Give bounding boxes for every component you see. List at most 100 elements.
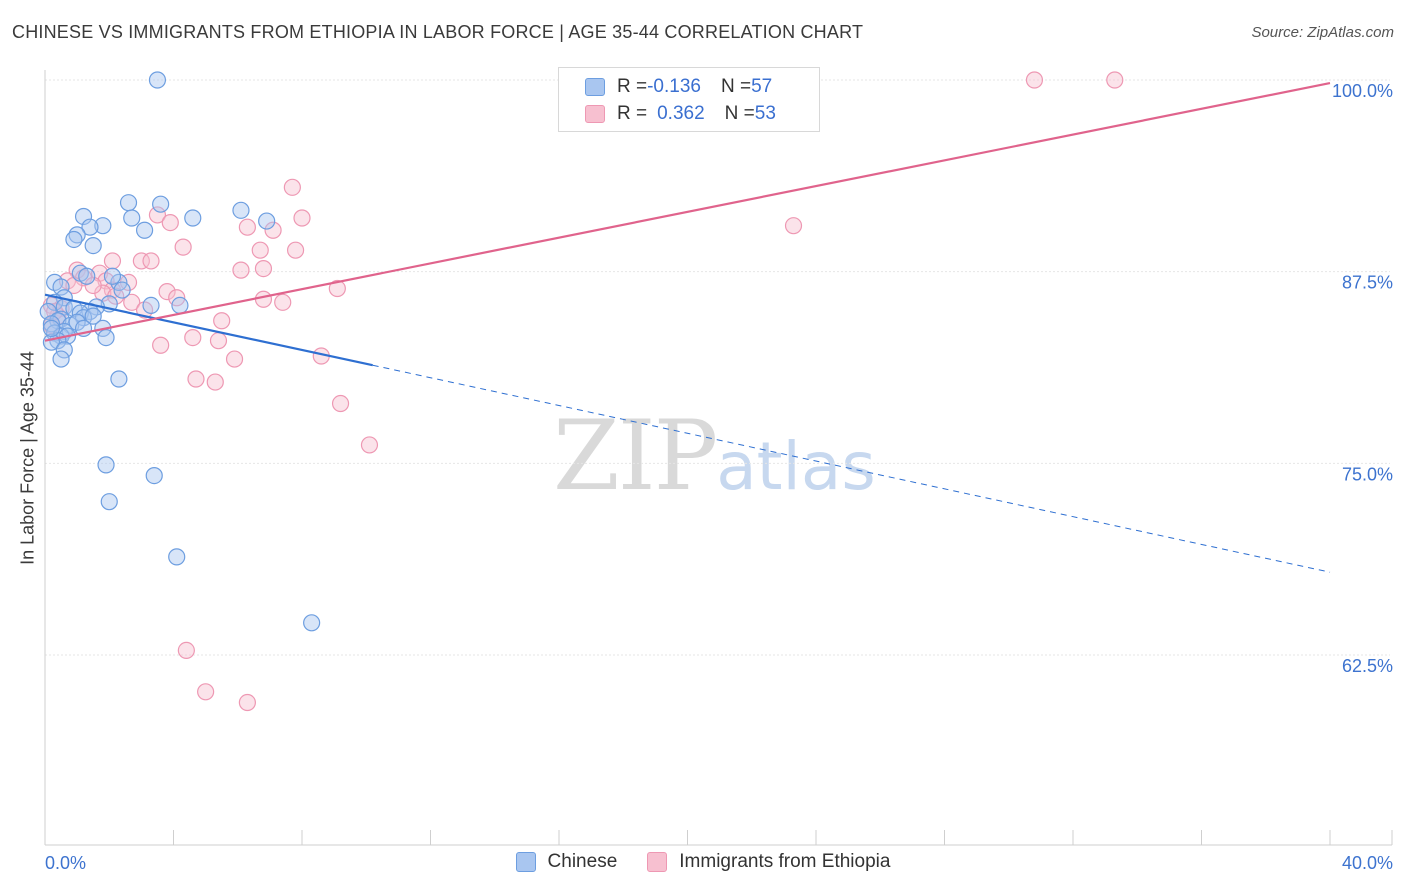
data-point-chinese: [103, 267, 122, 285]
data-point-chinese: [42, 319, 61, 337]
data-point-ethiopia: [123, 293, 141, 311]
trend-line-chinese-extension: [372, 364, 1331, 573]
watermark: ZIPatlas: [553, 400, 876, 512]
y-tick-label: 100.0%: [1332, 81, 1393, 101]
data-point-ethiopia: [331, 394, 350, 413]
legend-item-ethiopia[interactable]: Immigrants from Ethiopia: [647, 851, 890, 873]
y-tick-label: 75.0%: [1342, 464, 1393, 484]
chart-title: CHINESE VS IMMIGRANTS FROM ETHIOPIA IN L…: [12, 22, 864, 42]
data-point-chinese: [258, 212, 276, 230]
legend-n-label: N =: [724, 103, 755, 124]
data-point-ethiopia: [158, 283, 176, 301]
data-point-chinese: [74, 207, 93, 226]
data-point-ethiopia: [213, 312, 231, 330]
grid-lines: [45, 79, 1390, 656]
data-point-chinese: [81, 218, 99, 236]
data-point-ethiopia: [174, 238, 192, 256]
data-point-ethiopia: [232, 261, 250, 279]
data-point-chinese: [94, 217, 112, 235]
data-point-ethiopia: [328, 279, 346, 298]
legend-n-value-chinese: 57: [751, 76, 773, 97]
series-chinese-points: [39, 71, 321, 632]
data-point-chinese: [65, 230, 83, 249]
data-point-ethiopia: [103, 252, 122, 270]
data-point-chinese: [84, 237, 102, 255]
series-ethiopia-points: [42, 71, 1124, 712]
data-point-ethiopia: [293, 209, 311, 227]
legend-row-ethiopia: R = 0.362 N = 53: [585, 101, 776, 127]
stats-legend: R = -0.136 N = 57 R = 0.362 N = 53: [558, 67, 820, 132]
legend-label-ethiopia: Immigrants from Ethiopia: [679, 851, 891, 872]
data-point-chinese: [135, 221, 154, 239]
series-legend: Chinese Immigrants from Ethiopia: [0, 851, 1406, 873]
data-point-chinese: [148, 71, 167, 89]
data-point-ethiopia: [238, 218, 256, 236]
legend-row-chinese: R = -0.136 N = 57: [585, 74, 772, 100]
legend-swatch-chinese: [515, 852, 536, 872]
data-point-chinese: [113, 281, 131, 299]
x-tick-label: 40.0%: [1342, 853, 1393, 873]
data-point-ethiopia: [784, 217, 803, 235]
data-point-ethiopia: [161, 214, 179, 232]
data-point-ethiopia: [187, 370, 205, 388]
data-point-chinese: [97, 456, 115, 474]
trend-lines: [44, 81, 1331, 573]
data-point-chinese: [97, 329, 115, 347]
legend-swatch-chinese: [585, 78, 605, 96]
data-point-chinese: [42, 315, 61, 333]
data-point-chinese: [110, 370, 128, 388]
data-point-ethiopia: [177, 641, 195, 660]
data-point-ethiopia: [1025, 71, 1044, 89]
data-point-ethiopia: [251, 241, 269, 259]
data-point-ethiopia: [238, 693, 256, 712]
watermark-zip: ZIP: [553, 400, 718, 512]
data-point-chinese: [184, 209, 202, 227]
data-point-chinese: [123, 209, 141, 227]
data-point-ethiopia: [360, 436, 379, 454]
legend-label-chinese: Chinese: [547, 851, 618, 872]
legend-r-label: R =: [617, 76, 648, 97]
legend-r-value-ethiopia: 0.362: [657, 103, 705, 124]
legend-swatch-ethiopia: [585, 105, 605, 123]
data-point-ethiopia: [1106, 71, 1124, 89]
trend-line-ethiopia: [44, 81, 1331, 342]
data-point-ethiopia: [274, 293, 292, 311]
y-tick-label: 62.5%: [1342, 656, 1393, 676]
data-point-ethiopia: [84, 276, 102, 295]
tick-labels: 62.5% 75.0% 87.5% 100.0% 0.0% 40.0%: [45, 81, 1393, 873]
data-point-chinese: [168, 548, 186, 566]
data-point-ethiopia: [206, 373, 224, 391]
data-point-ethiopia: [254, 260, 273, 278]
data-point-ethiopia: [184, 329, 202, 347]
data-point-chinese: [119, 194, 138, 212]
data-point-ethiopia: [152, 336, 170, 354]
data-point-chinese: [78, 267, 96, 285]
legend-n-value-ethiopia: 53: [754, 103, 776, 124]
data-point-chinese: [152, 195, 170, 213]
data-point-chinese: [232, 201, 250, 219]
data-point-ethiopia: [132, 252, 150, 270]
data-point-ethiopia: [283, 178, 301, 196]
data-point-ethiopia: [148, 206, 167, 224]
data-point-ethiopia: [209, 332, 228, 350]
data-point-ethiopia: [286, 241, 305, 259]
legend-r-label: R =: [617, 103, 648, 124]
data-point-chinese: [171, 296, 189, 314]
data-point-chinese: [55, 341, 73, 359]
data-point-chinese: [68, 226, 86, 244]
data-point-ethiopia: [254, 290, 273, 308]
legend-item-chinese[interactable]: Chinese: [515, 851, 618, 873]
data-point-chinese: [52, 350, 70, 368]
legend-n-label: N =: [720, 76, 752, 97]
y-axis-label: In Labor Force | Age 35-44: [17, 351, 38, 565]
data-point-chinese: [100, 493, 118, 511]
data-point-ethiopia: [142, 252, 160, 270]
data-point-chinese: [84, 307, 102, 325]
watermark-atlas: atlas: [716, 428, 876, 505]
legend-swatch-ethiopia: [647, 852, 668, 872]
trend-line-chinese: [44, 293, 373, 367]
y-tick-label: 87.5%: [1342, 273, 1393, 293]
x-tick-label: 0.0%: [45, 853, 86, 873]
axes: [44, 70, 1393, 846]
